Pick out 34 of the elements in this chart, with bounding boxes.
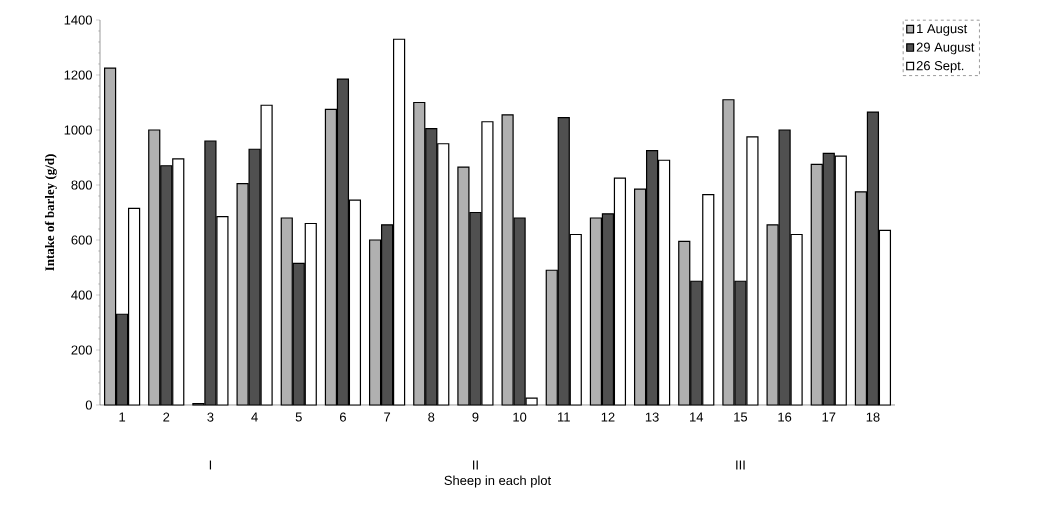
y-tick-label: 200 <box>71 345 92 355</box>
x-tick-label: 2 <box>163 412 170 422</box>
x-tick-label: 17 <box>822 412 836 422</box>
x-axis-title: Sheep in each plot <box>444 475 552 488</box>
text: I <box>209 460 212 470</box>
x-tick-label: 14 <box>690 412 704 422</box>
x-tick-label: 12 <box>601 412 615 422</box>
x-tick-label: 5 <box>295 412 302 422</box>
x-tick-label: 3 <box>207 412 214 422</box>
y-tick-label: 1200 <box>64 70 92 80</box>
legend-label: 29 August <box>916 42 975 55</box>
text: II <box>473 460 478 470</box>
x-tick-label: 7 <box>384 412 391 422</box>
y-tick-label: 800 <box>71 180 92 190</box>
x-tick-label: 9 <box>472 412 479 422</box>
x-tick-label: 18 <box>866 412 880 422</box>
y-tick-label: 1400 <box>64 15 92 25</box>
y-axis-title: Intake of barley (g/d) <box>44 154 57 271</box>
y-tick-label: 1000 <box>64 125 92 135</box>
x-tick-label: 16 <box>778 412 792 422</box>
text: III <box>736 460 745 470</box>
x-tick-label: 8 <box>428 412 435 422</box>
x-tick-label: 11 <box>558 412 570 422</box>
y-tick-label: 400 <box>71 290 92 300</box>
x-tick-label: 1 <box>119 412 126 422</box>
x-tick-label: 6 <box>339 412 346 422</box>
x-tick-label: 13 <box>645 412 659 422</box>
x-tick-label: 15 <box>734 412 748 422</box>
legend-label: 26 Sept. <box>916 61 964 73</box>
y-tick-label: 600 <box>71 235 92 245</box>
y-tick-label: 0 <box>85 400 92 410</box>
legend-label: 1 August <box>917 24 968 36</box>
x-tick-label: 10 <box>513 412 527 422</box>
x-tick-label: 4 <box>251 412 258 422</box>
